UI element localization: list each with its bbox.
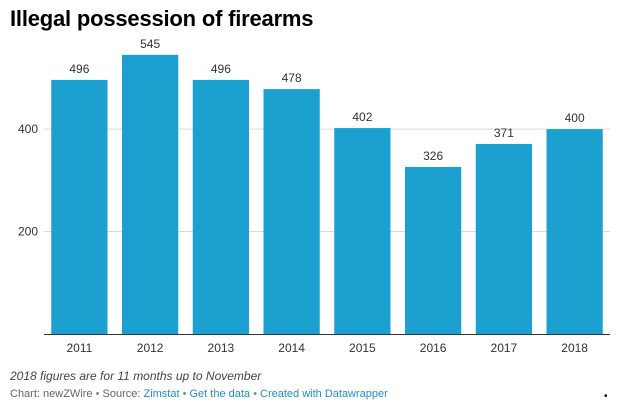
x-tick-label: 2013 xyxy=(208,341,235,355)
data-label: 496 xyxy=(69,62,89,76)
data-label: 478 xyxy=(282,71,302,85)
x-tick-label: 2018 xyxy=(561,341,588,355)
bar-2013[interactable] xyxy=(192,79,249,334)
x-tick-label: 2017 xyxy=(491,341,518,355)
x-tick-label: 2012 xyxy=(137,341,164,355)
data-label: 400 xyxy=(565,111,585,125)
source-prefix: Source: xyxy=(102,388,144,400)
separator: • xyxy=(250,388,261,400)
bar-2017[interactable] xyxy=(475,143,532,334)
bar-2016[interactable] xyxy=(405,166,462,334)
bar-2014[interactable] xyxy=(263,89,320,334)
x-tick-label: 2014 xyxy=(278,341,305,355)
x-tick-label: 2011 xyxy=(66,341,92,355)
data-label: 371 xyxy=(494,126,514,140)
data-labels: 496 545 496 478 402 326 371 400 xyxy=(69,37,585,163)
source-link[interactable]: Zimstat xyxy=(143,388,180,400)
datawrapper-link[interactable]: Created with Datawrapper xyxy=(260,388,388,400)
bar-2011[interactable] xyxy=(51,79,108,334)
chart-footer: Chart: newZWire • Source: Zimstat • Get … xyxy=(10,388,388,400)
bar-2012[interactable] xyxy=(122,54,179,335)
bar-2015[interactable] xyxy=(334,128,391,334)
y-tick-label: 200 xyxy=(18,225,38,239)
chart-title: Illegal possession of firearms xyxy=(10,6,314,31)
y-tick-label: 400 xyxy=(18,122,38,136)
chart-note: 2018 figures are for 11 months up to Nov… xyxy=(10,369,262,383)
bars xyxy=(51,54,603,335)
bar-chart: 200 400 496 545 496 478 402 326 371 400 2011 2012… xyxy=(18,37,610,355)
bar-2018[interactable] xyxy=(546,129,603,334)
separator: • xyxy=(179,388,190,400)
credit-text: Chart: newZWire xyxy=(10,388,93,400)
x-axis: 2011 2012 2013 2014 2015 2016 2017 2018 xyxy=(44,334,610,355)
data-label: 545 xyxy=(140,37,160,51)
corner-dot: • xyxy=(604,391,608,402)
data-label: 326 xyxy=(423,149,443,163)
x-tick-label: 2016 xyxy=(420,341,447,355)
get-data-link[interactable]: Get the data xyxy=(189,388,251,400)
data-label: 496 xyxy=(211,62,231,76)
separator: • xyxy=(92,388,103,400)
data-label: 402 xyxy=(352,110,372,124)
x-tick-label: 2015 xyxy=(349,341,376,355)
